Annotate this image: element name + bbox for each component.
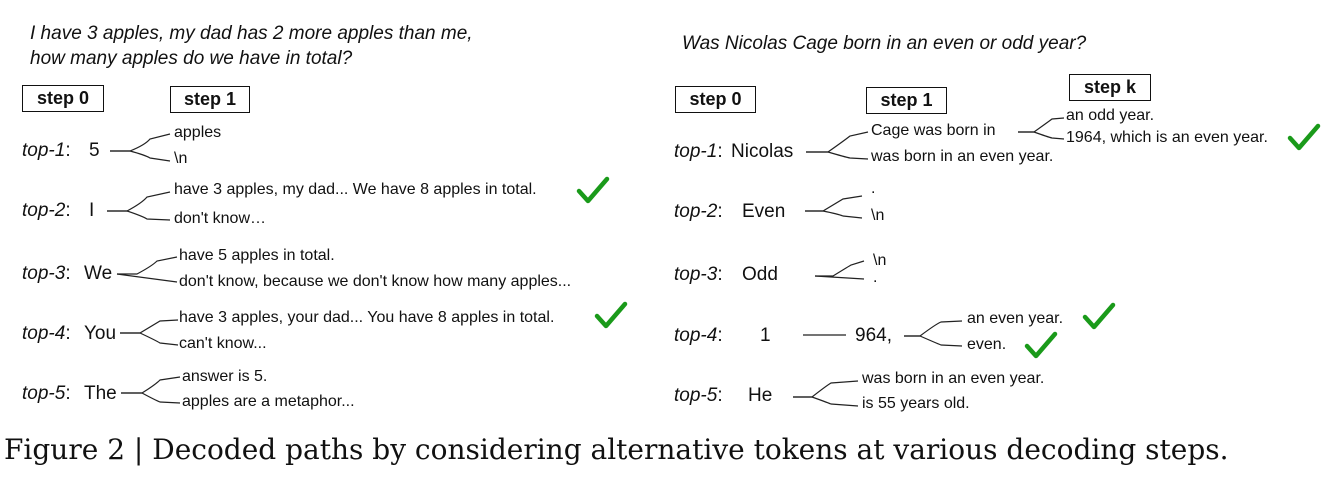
left-question-line1: I have 3 apples, my dad has 2 more apple…: [30, 24, 473, 43]
continuation: don't know, because we don't know how ma…: [179, 274, 571, 290]
check-icon: [1287, 123, 1321, 153]
branch-line: [117, 274, 177, 282]
right-step1-box: step 1: [866, 87, 947, 114]
continuation: have 3 apples, your dad... You have 8 ap…: [179, 310, 554, 326]
branch-line: [805, 211, 862, 218]
row-label: top-3:: [22, 264, 71, 283]
continuation-stepk: 1964, which is an even year.: [1066, 130, 1268, 146]
right-question: Was Nicolas Cage born in an even or odd …: [682, 34, 1086, 53]
continuation: have 5 apples in total.: [179, 248, 335, 264]
continuation: is 55 years old.: [862, 396, 970, 412]
row-label: top-2:: [674, 202, 723, 221]
branch-line: [904, 321, 962, 336]
token-step1: 964,: [855, 326, 892, 345]
continuation: .: [873, 270, 877, 286]
continuation-stepk: even.: [967, 337, 1006, 353]
continuation: apples: [174, 125, 221, 141]
branch-line: [121, 377, 180, 393]
continuation: \n: [871, 208, 884, 224]
left-step0-box: step 0: [22, 85, 104, 112]
check-icon: [576, 176, 610, 206]
branch-line: [805, 196, 862, 211]
row-label: top-5:: [674, 386, 723, 405]
branch-line: [121, 393, 180, 403]
continuation: was born in an even year.: [862, 371, 1044, 387]
token: You: [84, 324, 116, 343]
continuation: apples are a metaphor...: [182, 394, 355, 410]
continuation: don't know…: [174, 211, 266, 227]
branch-line: [107, 192, 170, 211]
branch-line: [107, 211, 170, 220]
branch-line: [793, 381, 858, 397]
token: The: [84, 384, 117, 403]
continuation: Cage was born in: [871, 123, 996, 139]
continuation: \n: [873, 253, 886, 269]
row-label: top-2:: [22, 201, 71, 220]
continuation-stepk: an odd year.: [1066, 108, 1154, 124]
check-icon: [1082, 302, 1116, 332]
token: 5: [89, 141, 100, 160]
branch-line: [110, 134, 170, 151]
check-icon: [1024, 331, 1058, 361]
token: I: [89, 201, 94, 220]
row-label: top-5:: [22, 384, 71, 403]
left-step1-box: step 1: [170, 86, 250, 113]
branch-line: [806, 132, 868, 152]
row-label: top-1:: [674, 142, 723, 161]
figure-caption: Figure 2 | Decoded paths by considering …: [4, 436, 1229, 464]
token: Even: [742, 202, 785, 221]
continuation: was born in an even year.: [871, 149, 1053, 165]
row-label: top-1:: [22, 141, 71, 160]
branch-line: [110, 151, 170, 161]
token: Odd: [742, 265, 778, 284]
continuation: .: [871, 181, 875, 197]
right-step0-box: step 0: [675, 86, 756, 113]
continuation: answer is 5.: [182, 369, 267, 385]
token: 1: [760, 326, 771, 345]
token: He: [748, 386, 772, 405]
continuation: can't know...: [179, 336, 267, 352]
right-stepk-box: step k: [1069, 74, 1151, 101]
row-label: top-4:: [22, 324, 71, 343]
continuation: \n: [174, 151, 187, 167]
branch-line: [806, 152, 868, 159]
branch-line: [793, 397, 858, 406]
branch-line: [1018, 118, 1064, 132]
left-question-line2: how many apples do we have in total?: [30, 49, 352, 68]
branch-line: [815, 261, 864, 276]
branch-line: [120, 320, 178, 333]
row-label: top-4:: [674, 326, 723, 345]
continuation: have 3 apples, my dad... We have 8 apple…: [174, 182, 537, 198]
continuation-stepk: an even year.: [967, 311, 1063, 327]
branch-line: [904, 336, 962, 346]
check-icon: [594, 301, 628, 331]
branch-line: [1018, 132, 1064, 139]
branch-line: [120, 333, 178, 345]
branch-line: [117, 257, 177, 274]
row-label: top-3:: [674, 265, 723, 284]
token: Nicolas: [731, 142, 793, 161]
token: We: [84, 264, 112, 283]
branch-line: [815, 276, 864, 279]
